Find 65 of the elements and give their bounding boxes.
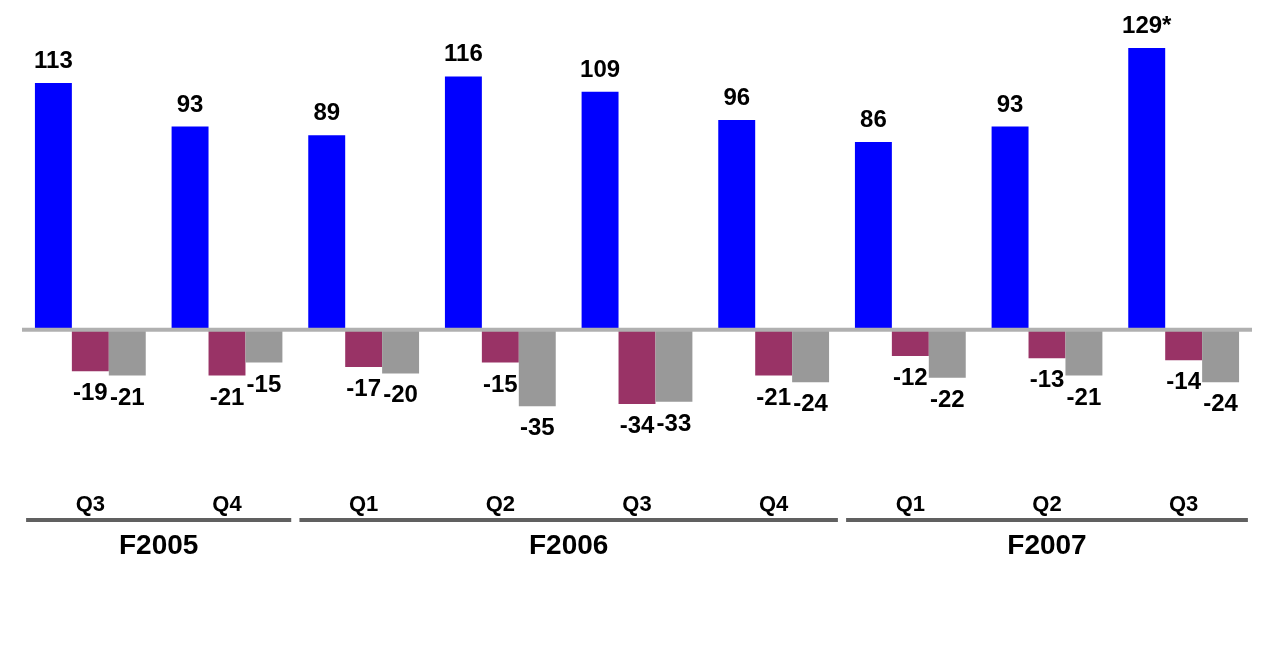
data-label: 116 [444,39,483,67]
data-label: -34 [619,411,655,439]
bar [991,126,1029,330]
bar [1128,47,1166,330]
x-tick-label: Q1 [895,490,926,516]
data-label: 86 [860,104,887,132]
x-tick-label: Q2 [1032,490,1062,516]
x-tick-label: Q2 [485,490,516,516]
data-label: -24 [793,389,829,417]
text: F2007 [1007,529,1087,560]
bar [755,329,793,376]
data-label: 113 [34,45,73,73]
data-label: 93 [176,89,204,117]
data-label: -17 [346,373,382,401]
bar [581,91,619,330]
bar [308,135,346,330]
bar [71,329,109,372]
x-tick-label: Q1 [348,490,379,516]
bar [518,329,556,407]
data-label: -20 [383,380,418,408]
bar [444,76,482,330]
bar [618,329,656,405]
data-label: -22 [929,384,965,412]
text: F2005 [118,529,199,560]
bar [481,329,519,363]
data-label: -21 [109,382,145,410]
x-tick-label: Q3 [622,490,652,516]
data-label: -33 [656,408,692,436]
data-label: -12 [892,362,928,390]
bar [792,329,830,383]
text: F2006 [528,529,609,560]
x-tick-label: Q4 [758,490,790,516]
bar [171,126,209,330]
x-tick-label: Q3 [75,490,106,516]
bar [1065,329,1103,376]
data-label: -15 [482,369,518,397]
bar [108,329,146,376]
bar [891,329,929,356]
data-label: 89 [313,98,341,126]
data-label: -13 [1029,365,1065,393]
data-label: -35 [519,413,555,441]
bar [345,329,383,367]
data-label: -21 [756,382,792,410]
x-tick-label: Q3 [1168,490,1199,516]
x-tick-label: Q4 [212,490,243,516]
bar [34,82,72,330]
data-label: -21 [1066,382,1102,410]
data-label: 96 [723,83,751,111]
bar [208,329,246,376]
data-label: -14 [1166,367,1202,395]
data-label: 93 [996,89,1024,117]
bar [245,329,283,363]
bar [1202,329,1240,383]
bar [655,329,693,402]
data-label: -19 [72,378,108,406]
bar [382,329,420,374]
bar [718,120,756,330]
data-label: 129* [1122,10,1173,38]
data-label: -21 [209,382,245,410]
bar [854,141,892,330]
data-label: -24 [1203,389,1239,417]
data-label: 109 [580,54,621,82]
bar [928,329,966,378]
data-label: -15 [246,369,282,397]
bar [1165,329,1203,361]
